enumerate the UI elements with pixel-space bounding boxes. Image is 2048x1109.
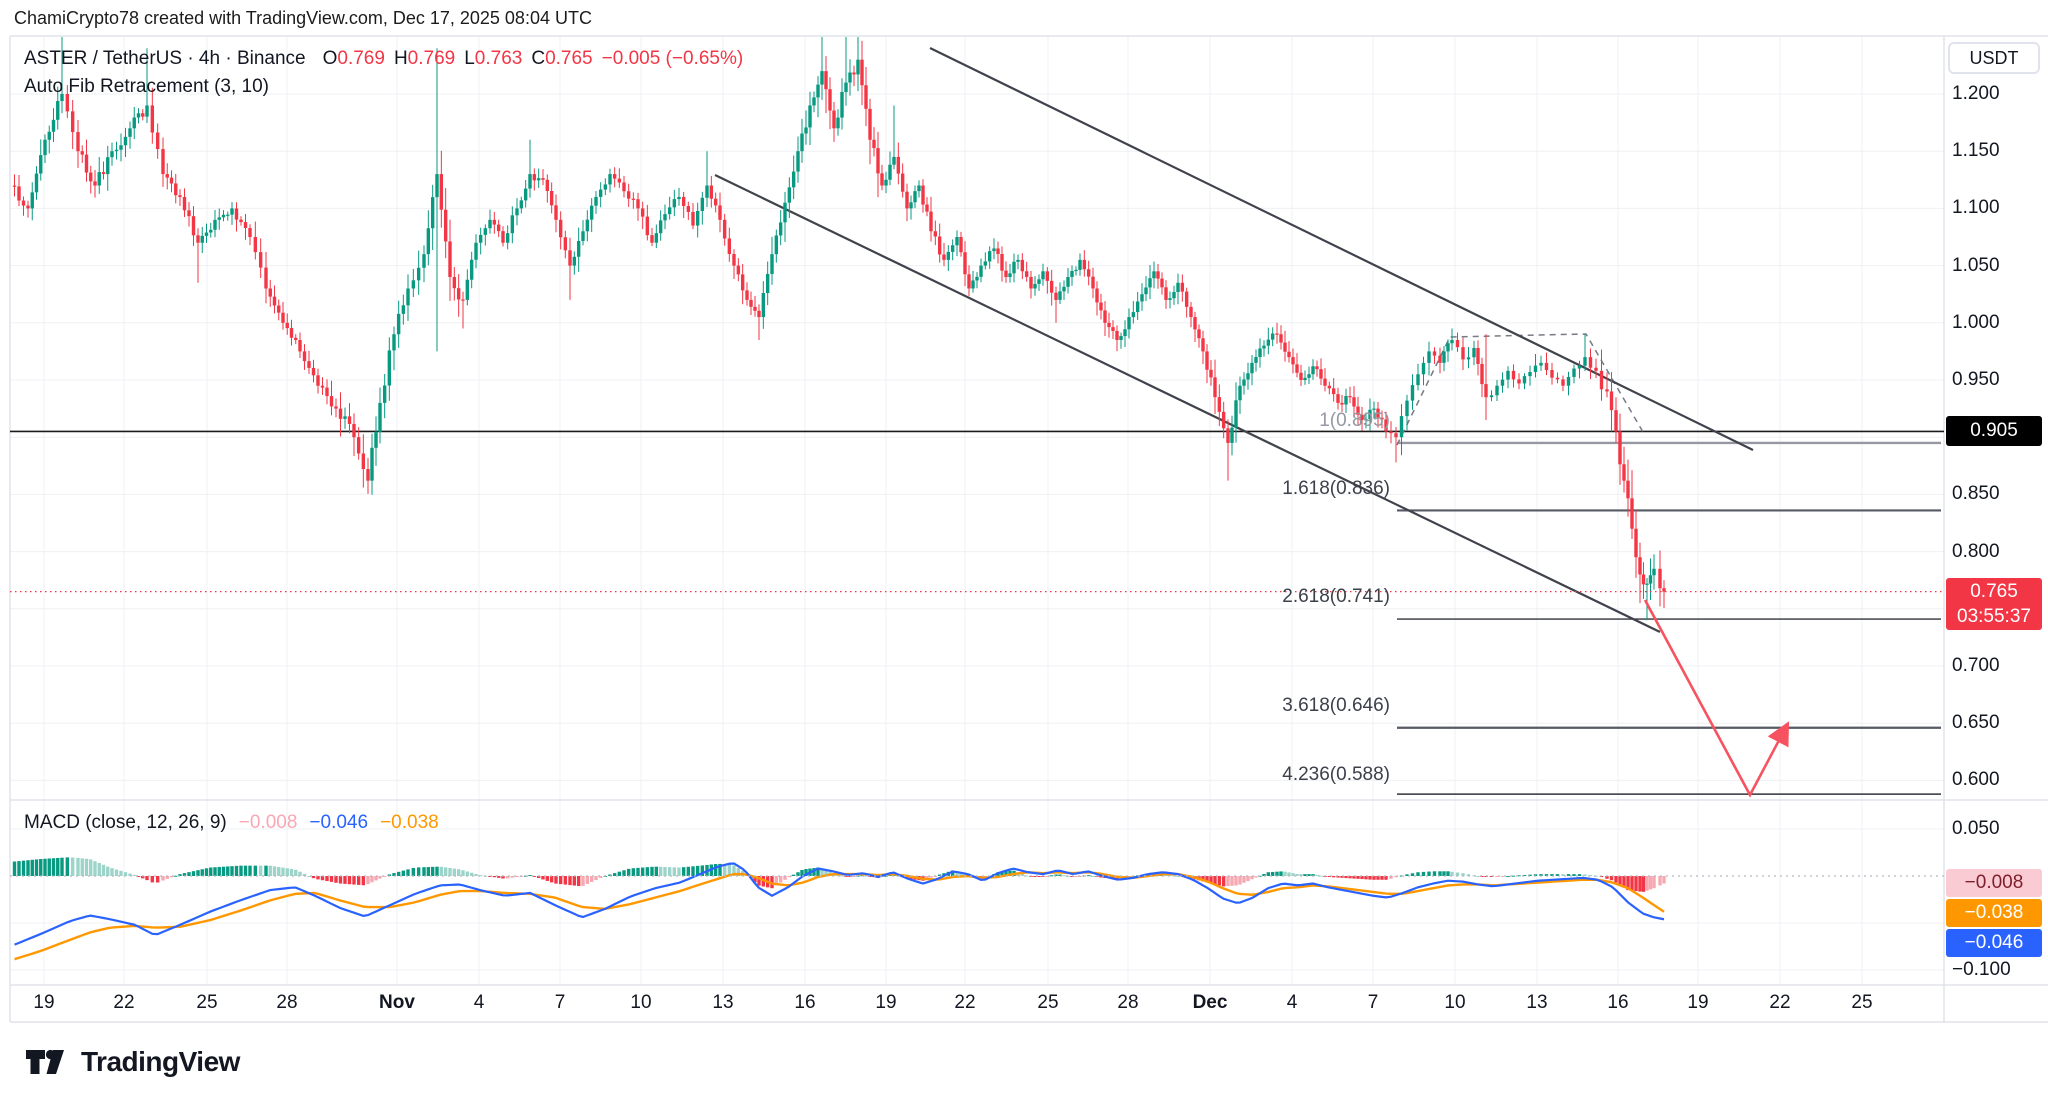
symbol-legend[interactable]: ASTER / TetherUS · 4h · Binance O0.769 H… — [24, 48, 743, 70]
macd-tick-0.050: 0.050 — [1952, 818, 2000, 839]
page-title: ChamiCrypto78 created with TradingView.c… — [14, 8, 592, 28]
macd-signal-badge: −0.038 — [1946, 899, 2042, 927]
time-tick-4: 4 — [1286, 992, 1298, 1013]
indicator-legend-macd[interactable]: MACD (close, 12, 26, 9) −0.008 −0.046 −0… — [24, 812, 439, 834]
price-tick-0.650: 0.650 — [1952, 712, 2000, 734]
ohlc-low: L0.763 — [464, 48, 523, 69]
price-tick-1.100: 1.100 — [1952, 197, 2000, 219]
price-tick-0.700: 0.700 — [1952, 655, 2000, 676]
price-badge-0905: 0.905 — [1946, 416, 2042, 446]
symbol-name[interactable]: ASTER / TetherUS · 4h · Binance — [24, 48, 306, 69]
time-tick-22: 22 — [954, 992, 976, 1013]
last-price-value: 0.765 — [1970, 581, 2018, 602]
price-tick-0.950: 0.950 — [1952, 369, 2000, 390]
time-tick-7: 7 — [554, 992, 566, 1013]
time-tick-19: 19 — [33, 992, 55, 1013]
time-tick-19: 19 — [875, 992, 897, 1013]
tradingview-logo-icon — [26, 1049, 64, 1074]
price-tick-0.850: 0.850 — [1952, 483, 2000, 505]
time-tick-25: 25 — [1037, 992, 1059, 1013]
macd-hist-value: −0.008 — [238, 812, 298, 833]
time-tick-19: 19 — [1687, 992, 1709, 1013]
time-tick-10: 10 — [1444, 992, 1466, 1013]
macd-signal-value: −0.038 — [380, 812, 439, 833]
price-tick-1.200: 1.200 — [1952, 83, 2000, 104]
tradingview-logo[interactable]: TradingView — [25, 1046, 240, 1078]
time-tick-7: 7 — [1367, 992, 1379, 1013]
time-tick-22: 22 — [1769, 992, 1791, 1013]
time-tick-Nov: Nov — [379, 992, 415, 1013]
price-tick-0.800: 0.800 — [1952, 540, 2000, 562]
fib-label-1: 1(0.895) — [1319, 410, 1390, 431]
tradingview-logo-text: TradingView — [81, 1046, 240, 1077]
last-price-badge: 0.765 03:55:37 — [1946, 578, 2042, 630]
fib-label-1618: 1.618(0.836) — [1282, 478, 1390, 499]
macd-hist-badge: −0.008 — [1946, 869, 2042, 897]
time-tick-28: 28 — [1117, 992, 1139, 1013]
indicator-legend-fib[interactable]: Auto Fib Retracement (3, 10) — [24, 76, 269, 97]
macd-title: MACD (close, 12, 26, 9) — [24, 812, 227, 833]
time-tick-13: 13 — [712, 992, 734, 1013]
fib-label-4236: 4.236(0.588) — [1282, 764, 1390, 785]
ohlc-open: O0.769 — [322, 48, 385, 69]
currency-toggle-button[interactable]: USDT — [1948, 42, 2040, 74]
fib-label-2618: 2.618(0.741) — [1282, 586, 1390, 607]
time-tick-10: 10 — [630, 992, 652, 1013]
bar-countdown: 03:55:37 — [1957, 606, 2031, 627]
time-tick-25: 25 — [196, 992, 218, 1013]
ohlc-change: −0.005 (−0.65%) — [601, 48, 744, 69]
macd-main-badge: −0.046 — [1946, 929, 2042, 957]
ohlc-close: C0.765 — [531, 48, 593, 69]
macd-tick-−0.100: −0.100 — [1952, 959, 2011, 980]
time-tick-16: 16 — [794, 992, 816, 1013]
ohlc-high: H0.769 — [393, 48, 456, 69]
time-tick-25: 25 — [1851, 992, 1873, 1013]
price-tick-0.600: 0.600 — [1952, 769, 2000, 791]
time-tick-4: 4 — [473, 992, 485, 1013]
price-tick-1.000: 1.000 — [1952, 311, 2000, 333]
macd-main-value: −0.046 — [309, 812, 369, 833]
price-tick-1.150: 1.150 — [1952, 140, 2000, 162]
fib-label-3618: 3.618(0.646) — [1282, 695, 1390, 716]
time-tick-Dec: Dec — [1192, 992, 1228, 1013]
price-tick-1.050: 1.050 — [1952, 254, 2000, 276]
time-tick-13: 13 — [1526, 992, 1548, 1013]
time-tick-28: 28 — [276, 992, 298, 1013]
time-tick-16: 16 — [1607, 992, 1629, 1013]
time-tick-22: 22 — [113, 992, 135, 1013]
